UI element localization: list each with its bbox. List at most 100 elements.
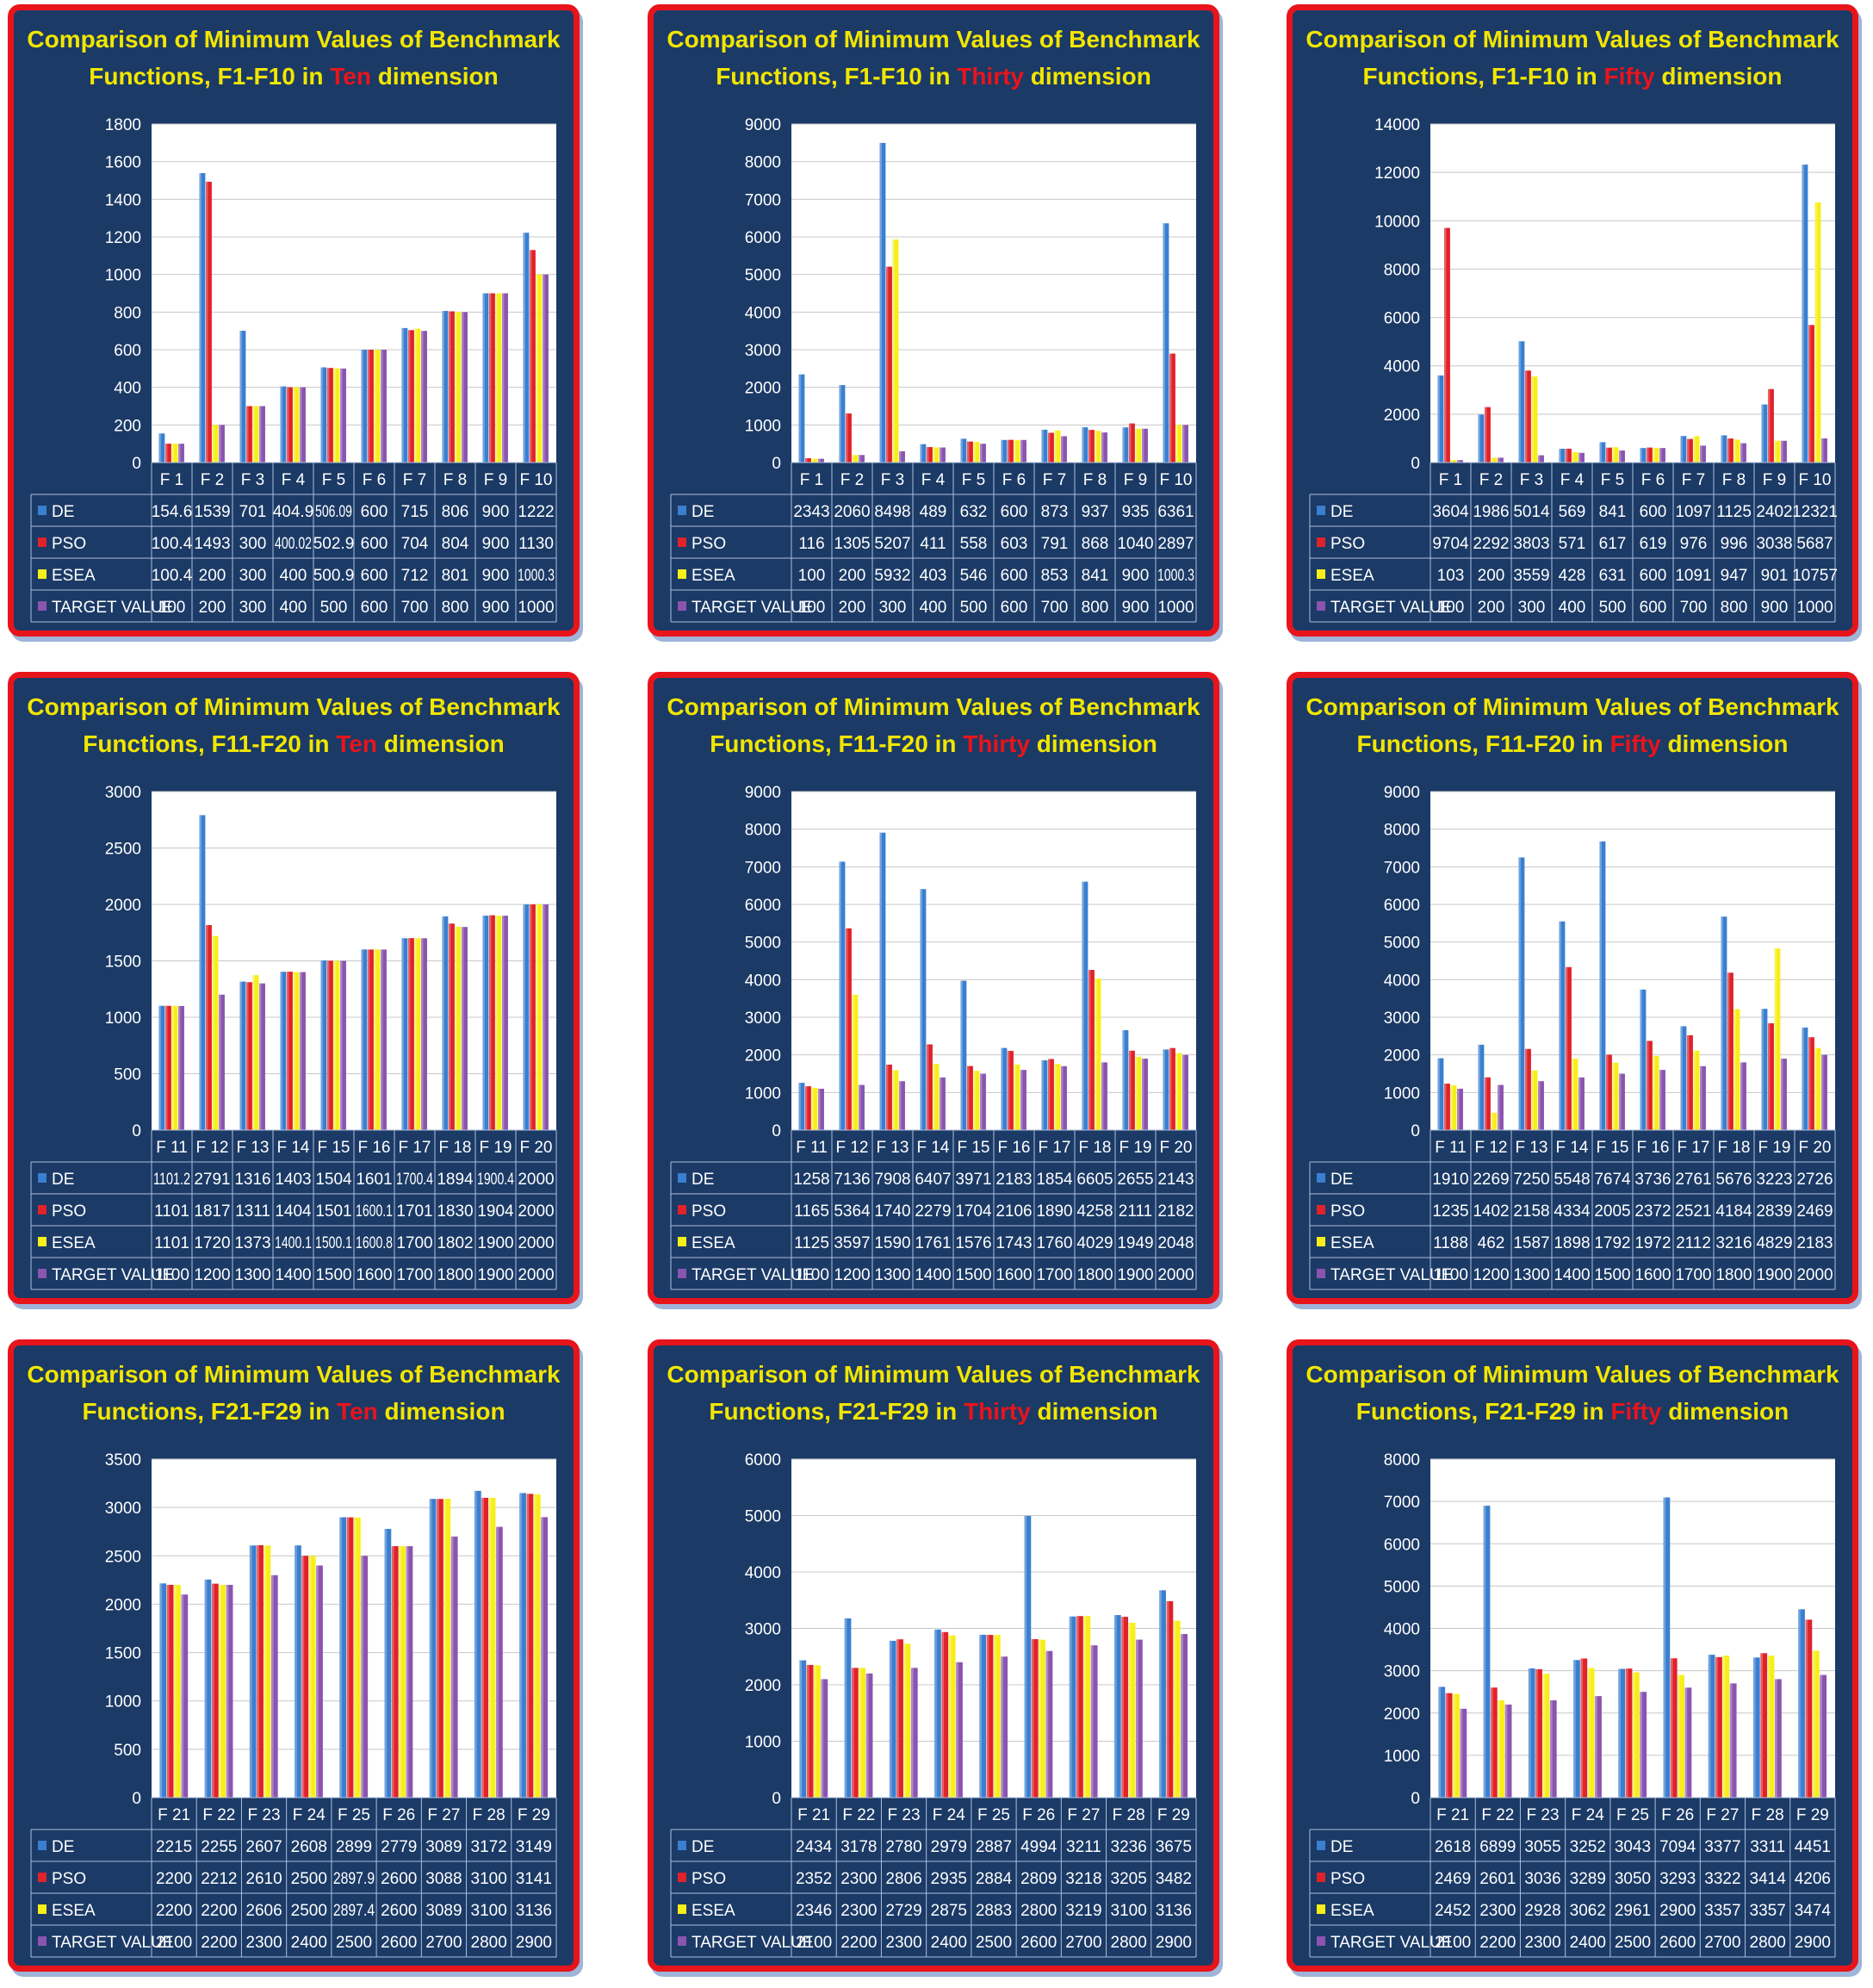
bar xyxy=(1484,1077,1491,1130)
bar xyxy=(1014,439,1020,463)
data-label: 1125 xyxy=(1716,503,1752,521)
bar xyxy=(1169,1047,1175,1130)
category-label: F 20 xyxy=(519,1139,552,1157)
category-label: F 26 xyxy=(1022,1806,1055,1824)
y-tick-label: 200 xyxy=(114,417,141,435)
data-label: 300 xyxy=(1518,599,1546,617)
data-label: 800 xyxy=(442,599,469,617)
y-tick-label: 5000 xyxy=(1384,935,1420,953)
data-label: 4829 xyxy=(1756,1234,1792,1252)
bar xyxy=(1460,1708,1467,1798)
bar-highlight xyxy=(1700,1065,1702,1130)
bar-highlight xyxy=(1443,227,1447,463)
category-label: F 27 xyxy=(427,1806,460,1824)
bar-highlight xyxy=(171,444,174,463)
bar-highlight xyxy=(1082,427,1084,463)
bar xyxy=(956,1662,963,1798)
category-label: F 11 xyxy=(156,1139,188,1157)
category-label: F 28 xyxy=(1752,1806,1784,1824)
bar xyxy=(1760,1653,1768,1798)
bar-highlight xyxy=(818,1088,821,1130)
y-tick-label: 3000 xyxy=(1384,1010,1420,1028)
y-tick-label: 3000 xyxy=(745,1621,781,1639)
bar xyxy=(455,926,462,1130)
data-label: 1761 xyxy=(915,1234,951,1252)
bar xyxy=(1781,440,1787,463)
title-dimension-highlight: Thirty xyxy=(957,63,1024,90)
category-label: F 1 xyxy=(160,471,183,489)
y-tick-label: 3000 xyxy=(105,784,141,802)
bar xyxy=(1061,1065,1067,1130)
y-tick-label: 6000 xyxy=(745,1451,781,1469)
data-label: 6361 xyxy=(1157,503,1194,521)
data-label: 715 xyxy=(401,503,429,521)
title-suffix: dimension xyxy=(1031,1398,1158,1425)
data-label: 502.9 xyxy=(313,535,355,553)
data-label: 300 xyxy=(239,535,267,553)
bar xyxy=(1142,1059,1148,1130)
bar-highlight xyxy=(205,924,208,1130)
bar-highlight xyxy=(973,1071,976,1130)
bar xyxy=(326,368,333,463)
bar-highlight xyxy=(1128,1622,1132,1798)
chart-panel: Comparison of Minimum Values of Benchmar… xyxy=(648,672,1219,1304)
bar-highlight xyxy=(1528,1668,1531,1798)
data-label: 900 xyxy=(482,535,510,553)
bar-highlight xyxy=(1619,450,1622,463)
data-label: 2780 xyxy=(885,1838,921,1856)
data-label: 1188 xyxy=(1433,1234,1468,1252)
bar-highlight xyxy=(308,1556,312,1798)
bar-highlight xyxy=(361,1556,364,1798)
bar-highlight xyxy=(462,927,464,1130)
data-label: 2143 xyxy=(1157,1171,1194,1189)
data-label: 2183 xyxy=(1796,1234,1833,1252)
bar xyxy=(1504,1704,1512,1798)
data-label: 1743 xyxy=(995,1234,1032,1252)
title-prefix: Functions, F1-F10 in xyxy=(1363,63,1604,90)
data-label: 1576 xyxy=(955,1234,991,1252)
data-label: 1101 xyxy=(154,1202,189,1221)
bar-highlight xyxy=(926,1044,929,1130)
data-label: 1904 xyxy=(477,1202,514,1221)
y-tick-label: 6000 xyxy=(1384,1536,1420,1554)
bar-highlight xyxy=(533,1494,536,1798)
category-label: F 8 xyxy=(1083,471,1107,489)
bar-highlight xyxy=(806,1664,809,1798)
chart-subtitle: Functions, F1-F10 in Fifty dimension xyxy=(1363,63,1783,90)
bar xyxy=(171,444,178,463)
bar xyxy=(171,1005,178,1130)
data-label: 873 xyxy=(1041,503,1069,521)
data-label: 3252 xyxy=(1570,1838,1606,1856)
bar xyxy=(264,1545,271,1798)
bar-highlight xyxy=(1443,1084,1447,1130)
bar-highlight xyxy=(1001,439,1003,463)
category-label: F 25 xyxy=(338,1806,370,1824)
data-label: 1000 xyxy=(518,599,554,617)
data-label: 2606 xyxy=(245,1902,282,1920)
chart-title: Comparison of Minimum Values of Benchmar… xyxy=(1306,26,1839,53)
bar xyxy=(1518,857,1525,1130)
bar xyxy=(879,832,886,1130)
bar-highlight xyxy=(879,142,882,463)
y-tick-label: 0 xyxy=(1411,1790,1420,1808)
bar xyxy=(1478,1044,1485,1130)
bar-highlight xyxy=(1083,1616,1087,1798)
chart-panel: Comparison of Minimum Values of Benchmar… xyxy=(648,4,1219,637)
bar xyxy=(481,1497,489,1798)
y-tick-label: 1800 xyxy=(105,116,141,134)
data-label: 5014 xyxy=(1513,503,1550,521)
data-label: 3062 xyxy=(1570,1902,1606,1920)
data-label: 3178 xyxy=(840,1838,877,1856)
bar-highlight xyxy=(1088,970,1091,1130)
bar-highlight xyxy=(1761,1009,1764,1130)
legend-label: DE xyxy=(692,503,714,521)
category-label: F 15 xyxy=(317,1139,350,1157)
data-label: 1403 xyxy=(275,1171,311,1189)
data-label: 5687 xyxy=(1796,535,1833,553)
chart-title: Comparison of Minimum Values of Benchmar… xyxy=(27,1361,561,1388)
category-label: F 20 xyxy=(1798,1139,1831,1157)
bar-highlight xyxy=(1573,1660,1576,1798)
bar-highlight xyxy=(526,1494,530,1798)
y-tick-label: 0 xyxy=(772,455,781,473)
data-label: 2779 xyxy=(381,1838,417,1856)
